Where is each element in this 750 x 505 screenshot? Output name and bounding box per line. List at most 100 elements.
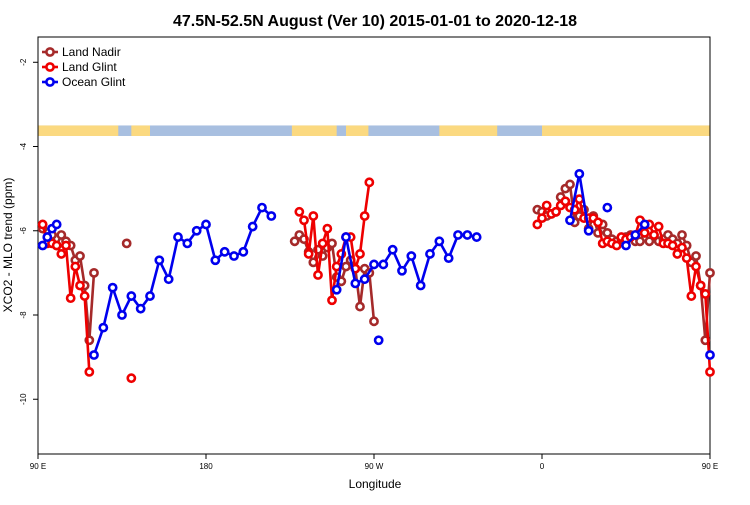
data-point [173, 232, 183, 242]
data-point [565, 215, 575, 226]
data-point [75, 251, 85, 261]
data-point [117, 310, 127, 320]
y-tick-label: -6 [19, 227, 28, 235]
data-point [583, 225, 594, 236]
land-strip-segment [38, 125, 119, 136]
data-point [313, 270, 323, 280]
series-line [536, 195, 712, 372]
legend-swatch-marker [45, 77, 55, 87]
axes: 90 E 180 90 W 0 90 E -2 -4 -6 -8 -10 [19, 36, 718, 471]
y-axis-label: XCO2 - MLO trend (ppm) [1, 178, 15, 313]
data-point [163, 274, 174, 285]
data-point [191, 225, 202, 236]
series-line [92, 205, 273, 356]
data-point [677, 242, 687, 253]
data-point [308, 211, 319, 221]
data-point [691, 251, 701, 261]
data-point [373, 335, 384, 346]
data-point [677, 230, 687, 240]
data-point [560, 196, 571, 207]
x-tick-label: 90 E [30, 462, 46, 471]
data-point [406, 251, 417, 261]
y-tick-label: -8 [19, 311, 28, 319]
data-point [257, 202, 267, 213]
chart-title: 47.5N-52.5N August (Ver 10) 2015-01-01 t… [173, 13, 577, 30]
legend-swatch-marker [45, 47, 55, 57]
ocean-strip [38, 125, 710, 136]
x-tick-label: 0 [540, 462, 545, 471]
data-point [453, 230, 463, 240]
data-point [331, 284, 342, 295]
data-point [691, 261, 701, 272]
land-strip-segment [291, 125, 337, 136]
data-point [359, 211, 370, 221]
data-point [37, 219, 48, 230]
data-point [294, 206, 305, 217]
data-point [369, 259, 379, 270]
y-tick-label: -2 [19, 58, 28, 66]
data-point [70, 261, 81, 272]
data-point [359, 274, 370, 285]
data-point [686, 291, 697, 301]
data-point [121, 238, 132, 249]
data-point [355, 249, 365, 259]
data-point [593, 217, 603, 228]
data-point [471, 232, 482, 242]
y-tick-label: -4 [19, 142, 28, 150]
data-point [135, 303, 146, 314]
data-point [317, 238, 328, 249]
land-strip-segment [542, 125, 710, 136]
legend-label: Ocean Glint [62, 75, 126, 89]
data-point [65, 293, 76, 304]
series-land-glint [37, 177, 715, 384]
x-tick-label: 180 [199, 462, 213, 471]
data-point [56, 230, 67, 240]
data-point [705, 366, 715, 377]
data-point [574, 168, 585, 179]
data-point [79, 291, 90, 301]
data-point [89, 350, 99, 360]
series-ocean-glint [37, 168, 715, 360]
series-line [335, 233, 477, 290]
data-point [126, 291, 137, 301]
data-point [51, 219, 62, 230]
x-tick-label: 90 E [702, 462, 718, 471]
data-point [639, 219, 650, 230]
data-point [537, 213, 547, 224]
data-point [667, 240, 678, 251]
data-point [621, 240, 631, 251]
data-point [299, 215, 309, 226]
legend-label: Land Nadir [62, 45, 121, 59]
data-point [364, 177, 375, 188]
data-point [303, 249, 314, 259]
data-point [541, 200, 552, 211]
data-point [107, 282, 118, 293]
data-point [210, 255, 221, 266]
data-point [42, 232, 53, 242]
data-point [219, 246, 230, 257]
data-point [84, 366, 95, 377]
data-point [327, 295, 337, 306]
data-point [182, 238, 193, 249]
data-point [644, 236, 655, 247]
data-point [341, 261, 351, 272]
data-series [37, 168, 715, 384]
land-strip-segment [346, 125, 369, 136]
data-point [350, 278, 361, 289]
data-point [434, 236, 445, 247]
data-point [378, 259, 389, 270]
land-strip-segment [439, 125, 498, 136]
data-point [145, 291, 155, 301]
data-point [425, 249, 435, 259]
legend-label: Land Glint [62, 60, 117, 74]
data-point [289, 236, 300, 247]
data-point [415, 280, 426, 291]
data-point [238, 246, 249, 257]
x-axis-label: Longitude [349, 477, 402, 491]
data-point [695, 280, 706, 291]
data-point [89, 267, 99, 278]
data-point [551, 206, 561, 217]
